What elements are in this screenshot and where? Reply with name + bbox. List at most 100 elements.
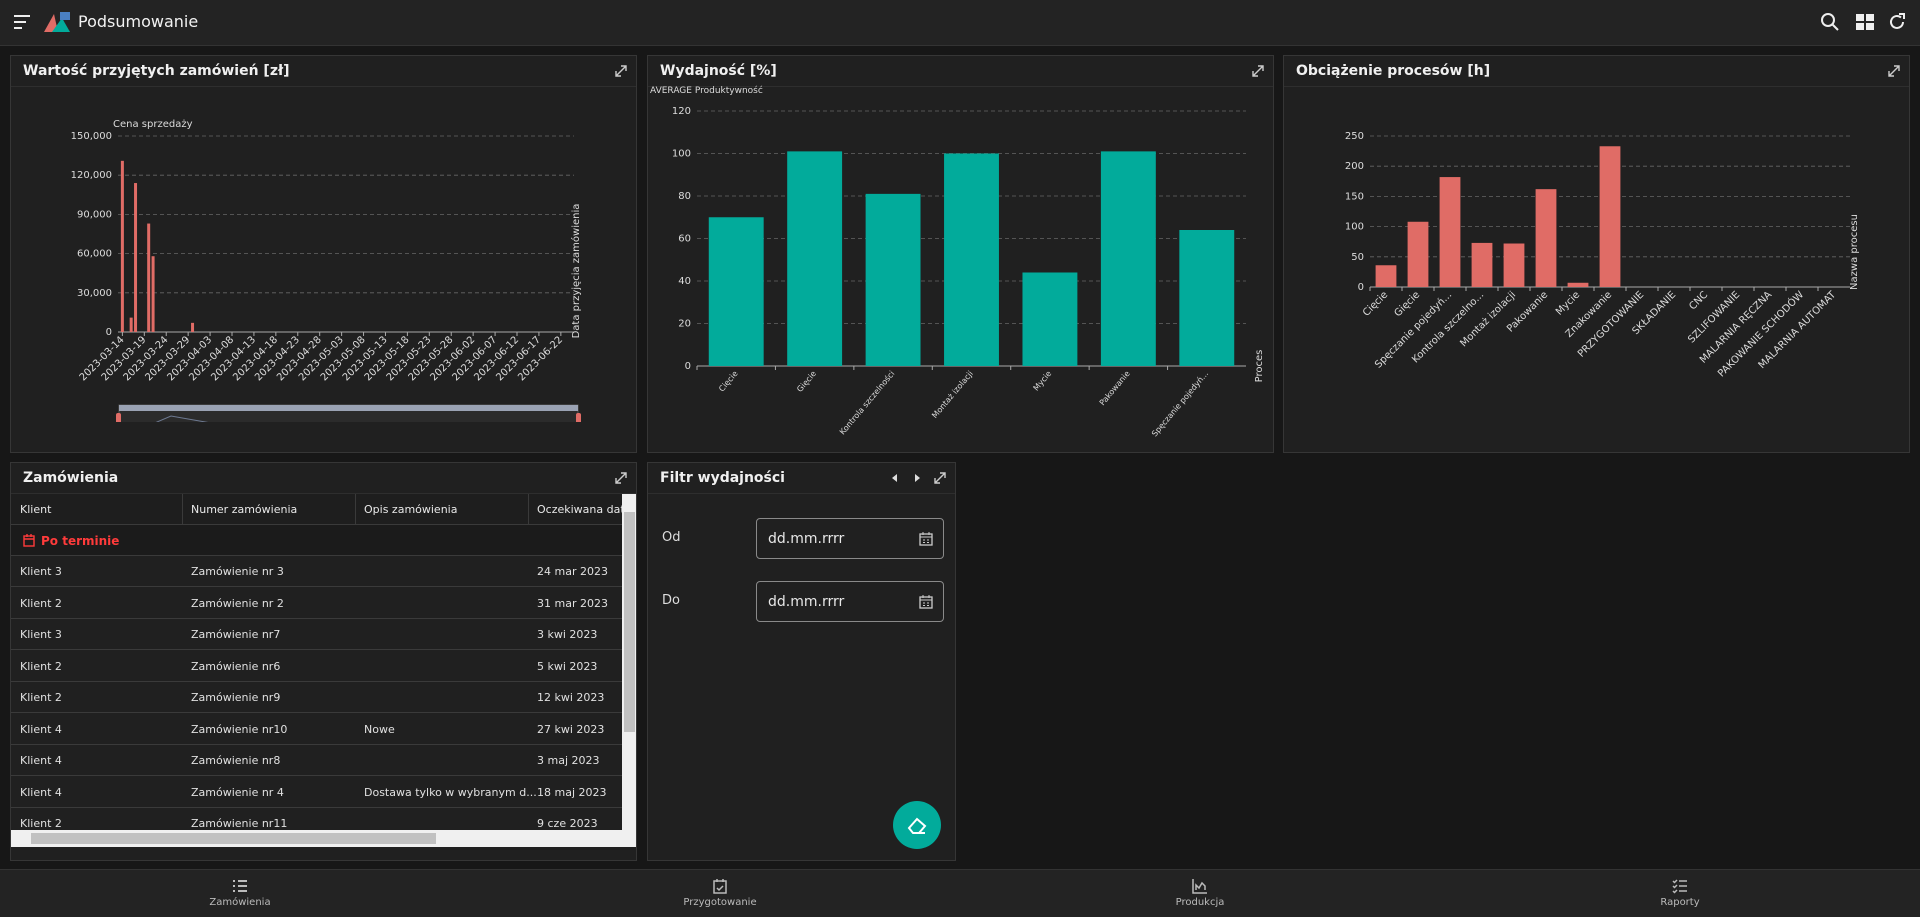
calendar-icon[interactable] (919, 532, 933, 546)
x-tick-label: Montaż izolacji (930, 369, 975, 420)
bar (1179, 230, 1235, 366)
y-tick-label: 250 (1345, 131, 1364, 142)
table-row[interactable]: Klient 2 Zamówienie nr6 5 kwi 2023 (11, 651, 623, 682)
header-row: Klient Numer zamówienia Opis zamówienia … (11, 494, 623, 525)
table-cell: Klient 4 (20, 785, 62, 799)
table-cell: Zamówienie nr11 (191, 817, 288, 829)
bar (1599, 146, 1621, 287)
y-tick-label: 200 (1345, 161, 1364, 172)
table-cell: Klient 2 (20, 659, 62, 673)
refresh-icon[interactable] (1887, 12, 1907, 32)
y-tick-label: 20 (678, 319, 691, 330)
table-row[interactable]: Klient 2 Zamówienie nr 2 31 mar 2023 (11, 588, 623, 619)
nav-item[interactable]: Przygotowanie (640, 876, 800, 908)
group-row[interactable]: Po terminie (11, 525, 623, 556)
expand-icon[interactable] (614, 64, 628, 78)
zoom-handle[interactable] (116, 413, 121, 422)
menu-icon[interactable] (13, 14, 33, 30)
zoom-handle-bar[interactable] (119, 405, 578, 411)
bar (1022, 272, 1078, 366)
chart-subtitle: AVERAGE Produktywność (650, 85, 763, 96)
bar (1100, 151, 1156, 366)
table-row[interactable]: Klient 3 Zamówienie nr7 3 kwi 2023 (11, 619, 623, 650)
nav-item[interactable]: Zamówienia (160, 876, 320, 908)
column-header[interactable]: Numer zamówienia (191, 503, 298, 516)
expand-icon[interactable] (933, 471, 947, 485)
placeholder: dd.mm.rrrr (768, 531, 845, 547)
table-cell: 31 mar 2023 (537, 596, 608, 610)
search-icon[interactable] (1820, 12, 1840, 32)
column-header[interactable]: Oczekiwana dat (537, 503, 623, 516)
y-tick-label: 90,000 (77, 209, 112, 220)
calendar-icon[interactable] (919, 595, 933, 609)
orders-panel: Zamówienia Klient Numer zamówienia Opis … (10, 462, 637, 861)
table-cell: Zamówienie nr 2 (191, 596, 284, 610)
table-cell: 3 kwi 2023 (537, 628, 598, 641)
panel-header: Wartość przyjętych zamówień [zł] (11, 56, 636, 87)
panel-title: Wydajność [%] (660, 63, 777, 79)
zoom-handle[interactable] (576, 413, 581, 422)
y-tick-label: 60 (678, 234, 691, 245)
calendar-icon (23, 534, 35, 547)
table-cell: Klient 2 (20, 596, 62, 610)
bar (129, 317, 133, 332)
date-input[interactable]: dd.mm.rrrr (756, 581, 944, 622)
nav-item[interactable]: Raporty (1600, 876, 1760, 908)
group-label: Po terminie (41, 534, 120, 548)
y-tick-label: 120,000 (71, 170, 112, 181)
table-row[interactable]: Klient 2 Zamówienie nr11 9 cze 2023 (11, 808, 623, 829)
panel-header: Filtr wydajności (648, 463, 955, 494)
expand-icon[interactable] (1251, 64, 1265, 78)
bar (191, 322, 195, 332)
table-row[interactable]: Klient 2 Zamówienie nr9 12 kwi 2023 (11, 682, 623, 713)
expand-icon[interactable] (614, 471, 628, 485)
table-cell: Zamówienie nr 3 (191, 565, 284, 578)
y-tick-label: 0 (685, 361, 691, 372)
h-scrollbar[interactable] (11, 830, 636, 847)
nav-item[interactable]: Produkcja (1120, 876, 1280, 908)
chart-panel: Obciążenie procesów [h] 0 50 100 150 200 250 C… (1283, 55, 1910, 453)
y-tick-label: 100 (672, 149, 691, 160)
y-tick-label: 0 (106, 327, 112, 338)
bar (151, 256, 155, 332)
table-row[interactable]: Klient 3 Zamówienie nr 3 24 mar 2023 (11, 556, 623, 587)
panel-header: Wydajność [%] (648, 56, 1273, 87)
chart-panel: Wydajność [%] 0 20 40 60 80 100 120 Cięcie Gięci… (647, 55, 1274, 453)
y-tick-label: 150 (1345, 191, 1364, 202)
bar (147, 223, 151, 332)
bottom-nav: Zamówienia Przygotowanie Produkcja Rapor… (0, 869, 1920, 917)
bar (1471, 242, 1493, 287)
table-row[interactable]: Klient 4 Zamówienie nr10 Nowe 27 kwi 2023 (11, 714, 623, 745)
table-row[interactable]: Klient 4 Zamówienie nr 4 Dostawa tylko w w… (11, 777, 623, 808)
column-header[interactable]: Klient (20, 503, 52, 516)
table-cell: 9 cze 2023 (537, 817, 598, 829)
date-input[interactable]: dd.mm.rrrr (756, 518, 944, 559)
column-header[interactable]: Opis zamówienia (364, 503, 458, 516)
table-cell: Zamówienie nr9 (191, 691, 281, 704)
x-tick-label: Cięcie (717, 369, 740, 393)
top-bar: Podsumowanie (0, 0, 1920, 46)
nav-label: Produkcja (1175, 897, 1225, 908)
x-tick-label: Gięcie (1392, 289, 1422, 319)
field-label: Do (662, 593, 680, 608)
pager-icons[interactable] (887, 471, 927, 485)
table-row[interactable]: Klient 4 Zamówienie nr8 3 maj 2023 (11, 745, 623, 776)
placeholder: dd.mm.rrrr (768, 594, 845, 610)
x-tick-label: Spęczanie pojedyń... (1150, 369, 1210, 438)
expand-icon[interactable] (1887, 64, 1901, 78)
table-cell: Klient 2 (20, 691, 62, 704)
bar (134, 183, 138, 332)
table-cell: 12 kwi 2023 (537, 691, 605, 704)
chart: 030,00060,00090,000120,000150,0002023-03… (71, 119, 582, 422)
v-scrollbar[interactable] (622, 494, 636, 830)
filter-panel: Filtr wydajności Od dd.mm.rrrr Do dd.mm.… (647, 462, 956, 861)
y-tick-label: 30,000 (77, 288, 112, 299)
logo (44, 12, 70, 32)
table-cell: Klient 2 (20, 817, 62, 829)
clear-button[interactable] (892, 800, 942, 850)
table-cell: Nowe (364, 722, 395, 736)
chart: 0 20 40 60 80 100 120 Cięcie Gięcie Kontrola szcz… (650, 85, 1265, 438)
bar (120, 160, 124, 332)
layout-icon[interactable] (1855, 12, 1875, 32)
